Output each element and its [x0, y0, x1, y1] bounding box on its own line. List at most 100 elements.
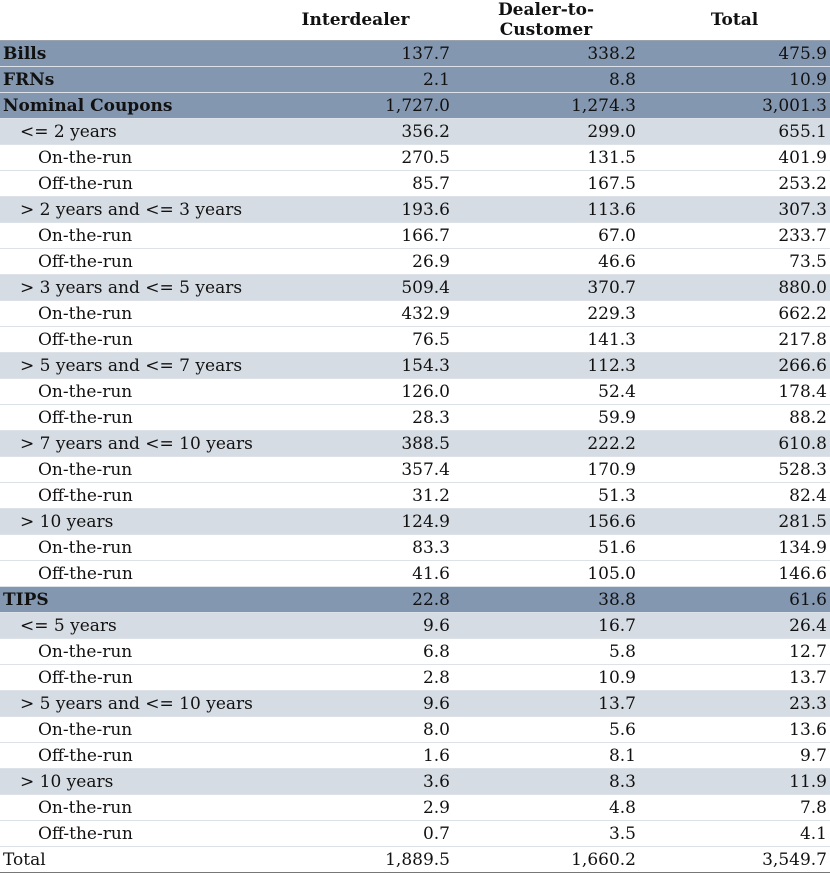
table-row: Off-the-run 41.6 105.0 146.6 — [0, 560, 830, 587]
row-label: > 5 years and <= 10 years — [0, 690, 258, 717]
interdealer-value: 41.6 — [258, 560, 453, 587]
total-value: 82.4 — [639, 482, 830, 509]
interdealer-value: 1,727.0 — [258, 92, 453, 119]
dealer-to-customer-value: 141.3 — [453, 326, 639, 353]
table-row: Off-the-run 76.5 141.3 217.8 — [0, 326, 830, 353]
total-value: 73.5 — [639, 248, 830, 275]
dealer-to-customer-value: 222.2 — [453, 430, 639, 457]
table-row: On-the-run 2.9 4.8 7.8 — [0, 794, 830, 821]
total-value: 401.9 — [639, 144, 830, 171]
dealer-to-customer-value: 167.5 — [453, 170, 639, 197]
table-row: > 3 years and <= 5 years 509.4 370.7 880.0 — [0, 274, 830, 301]
table-row: Off-the-run 31.2 51.3 82.4 — [0, 482, 830, 509]
row-label: Off-the-run — [0, 820, 258, 847]
interdealer-value: 28.3 — [258, 404, 453, 431]
row-label: On-the-run — [0, 300, 258, 327]
row-label: <= 5 years — [0, 612, 258, 639]
table-row: On-the-run 6.8 5.8 12.7 — [0, 638, 830, 665]
table-row: On-the-run 270.5 131.5 401.9 — [0, 144, 830, 171]
row-label: > 7 years and <= 10 years — [0, 430, 258, 457]
row-label: Off-the-run — [0, 560, 258, 587]
total-value: 7.8 — [639, 794, 830, 821]
interdealer-value: 193.6 — [258, 196, 453, 223]
dealer-to-customer-value: 5.6 — [453, 716, 639, 743]
total-value: 12.7 — [639, 638, 830, 665]
dealer-to-customer-value: 3.5 — [453, 820, 639, 847]
dealer-to-customer-value: 105.0 — [453, 560, 639, 587]
interdealer-value: 124.9 — [258, 508, 453, 535]
table-row: Off-the-run 85.7 167.5 253.2 — [0, 170, 830, 197]
interdealer-value: 270.5 — [258, 144, 453, 171]
row-label: On-the-run — [0, 222, 258, 249]
dealer-to-customer-value: 46.6 — [453, 248, 639, 275]
row-label: Off-the-run — [0, 664, 258, 691]
interdealer-value: 83.3 — [258, 534, 453, 561]
row-label: On-the-run — [0, 794, 258, 821]
dealer-to-customer-value: 16.7 — [453, 612, 639, 639]
row-label: On-the-run — [0, 534, 258, 561]
table-row: TIPS 22.8 38.8 61.6 — [0, 586, 830, 613]
table-row: Off-the-run 26.9 46.6 73.5 — [0, 248, 830, 275]
table-row: > 2 years and <= 3 years 193.6 113.6 307.3 — [0, 196, 830, 223]
row-label: Off-the-run — [0, 482, 258, 509]
row-label: Nominal Coupons — [0, 92, 258, 119]
table-row: > 5 years and <= 10 years 9.6 13.7 23.3 — [0, 690, 830, 717]
interdealer-value: 356.2 — [258, 118, 453, 145]
header-total: Total — [639, 0, 830, 41]
interdealer-value: 76.5 — [258, 326, 453, 353]
interdealer-value: 1.6 — [258, 742, 453, 769]
table-row: Off-the-run 1.6 8.1 9.7 — [0, 742, 830, 769]
interdealer-value: 2.8 — [258, 664, 453, 691]
dealer-to-customer-value: 8.3 — [453, 768, 639, 795]
total-value: 13.7 — [639, 664, 830, 691]
interdealer-value: 126.0 — [258, 378, 453, 405]
table-row: > 10 years 3.6 8.3 11.9 — [0, 768, 830, 795]
row-label: Bills — [0, 40, 258, 67]
dealer-to-customer-value: 338.2 — [453, 40, 639, 67]
total-value: 88.2 — [639, 404, 830, 431]
row-label: On-the-run — [0, 716, 258, 743]
table-row: Bills 137.7 338.2 475.9 — [0, 40, 830, 67]
row-label: On-the-run — [0, 638, 258, 665]
interdealer-value: 26.9 — [258, 248, 453, 275]
row-label: FRNs — [0, 66, 258, 93]
row-label: Off-the-run — [0, 326, 258, 353]
total-value: 528.3 — [639, 456, 830, 483]
table-row: Off-the-run 28.3 59.9 88.2 — [0, 404, 830, 431]
row-label: On-the-run — [0, 456, 258, 483]
dealer-to-customer-value: 156.6 — [453, 508, 639, 535]
total-value: 9.7 — [639, 742, 830, 769]
row-label: > 10 years — [0, 768, 258, 795]
dealer-to-customer-value: 51.6 — [453, 534, 639, 561]
total-value: 266.6 — [639, 352, 830, 379]
total-value: 3,001.3 — [639, 92, 830, 119]
total-value: 146.6 — [639, 560, 830, 587]
dealer-to-customer-value: 51.3 — [453, 482, 639, 509]
dealer-to-customer-value: 170.9 — [453, 456, 639, 483]
row-label: > 3 years and <= 5 years — [0, 274, 258, 301]
dealer-to-customer-value: 52.4 — [453, 378, 639, 405]
row-label: Off-the-run — [0, 742, 258, 769]
interdealer-value: 2.9 — [258, 794, 453, 821]
header-dealer-to-customer: Dealer-to-Customer — [453, 0, 639, 41]
table-row: <= 2 years 356.2 299.0 655.1 — [0, 118, 830, 145]
interdealer-value: 6.8 — [258, 638, 453, 665]
total-value: 281.5 — [639, 508, 830, 535]
table-row: FRNs 2.1 8.8 10.9 — [0, 66, 830, 93]
table-row: Off-the-run 0.7 3.5 4.1 — [0, 820, 830, 847]
row-label: > 5 years and <= 7 years — [0, 352, 258, 379]
dealer-to-customer-value: 8.8 — [453, 66, 639, 93]
total-value: 178.4 — [639, 378, 830, 405]
total-value: 233.7 — [639, 222, 830, 249]
row-label: TIPS — [0, 586, 258, 613]
row-label: On-the-run — [0, 378, 258, 405]
dealer-to-customer-value: 10.9 — [453, 664, 639, 691]
row-label: Off-the-run — [0, 404, 258, 431]
interdealer-value: 432.9 — [258, 300, 453, 327]
interdealer-value: 357.4 — [258, 456, 453, 483]
interdealer-value: 22.8 — [258, 586, 453, 613]
total-value: 13.6 — [639, 716, 830, 743]
dealer-to-customer-value: 113.6 — [453, 196, 639, 223]
dealer-to-customer-value: 131.5 — [453, 144, 639, 171]
interdealer-value: 3.6 — [258, 768, 453, 795]
